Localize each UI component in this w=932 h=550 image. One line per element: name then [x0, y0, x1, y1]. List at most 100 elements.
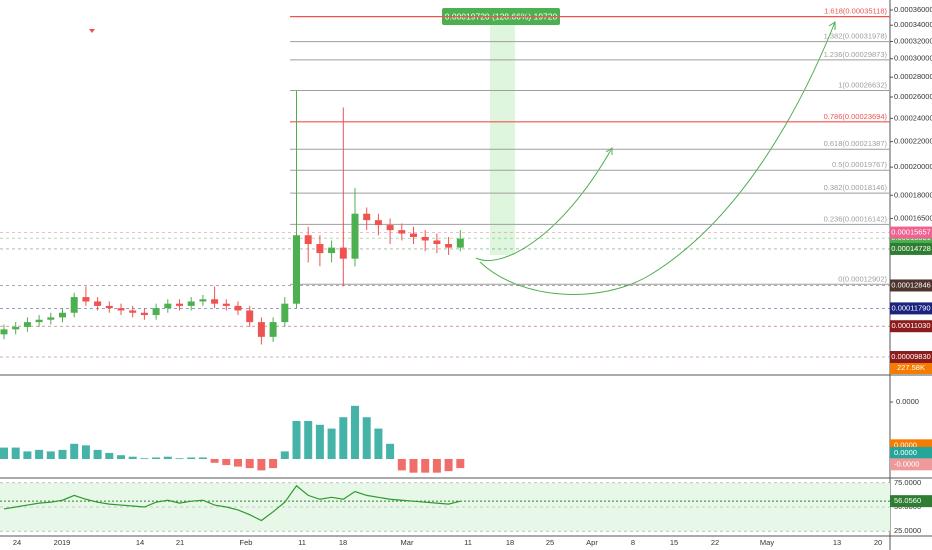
macd-bar — [432, 459, 441, 473]
price-badge-label: 0.00012846 — [891, 280, 931, 289]
macd-badge-label: 0.0000 — [894, 448, 917, 457]
x-tick-label: 15 — [670, 538, 678, 547]
macd-bar — [269, 459, 278, 469]
candle-body — [374, 220, 382, 226]
x-tick-label: 2019 — [54, 538, 71, 547]
macd-bar — [117, 455, 125, 459]
x-tick-label: 18 — [339, 538, 347, 547]
candle-body — [152, 308, 160, 316]
macd-bar — [327, 428, 336, 459]
macd-bar — [152, 457, 161, 459]
candle-body — [316, 244, 324, 254]
candle-body — [82, 297, 90, 302]
fib-label: 1.382(0.00031978) — [824, 32, 888, 41]
macd-bar — [175, 458, 184, 460]
macd-bar — [351, 405, 359, 459]
projection-arrow — [479, 21, 836, 295]
volume-label: 227.58K — [897, 363, 925, 372]
candle-body — [269, 322, 277, 337]
price-badge — [890, 302, 932, 315]
macd-bar — [245, 459, 254, 469]
x-tick-label: 11 — [298, 538, 306, 547]
macd-bar — [222, 459, 231, 466]
macd-badge — [890, 446, 932, 459]
y-tick-label: 0.00026000 — [894, 92, 932, 101]
y-tick-label: 0.00018000 — [894, 190, 932, 199]
candle-body — [222, 303, 230, 306]
macd-bar — [46, 451, 55, 459]
macd-bar — [362, 417, 371, 459]
price-badge — [890, 351, 932, 364]
x-tick-label: 11 — [464, 538, 472, 547]
macd-bar — [374, 428, 383, 459]
macd-bar — [58, 449, 67, 459]
macd-bar — [397, 459, 406, 471]
macd-bar — [198, 457, 207, 459]
rsi-badge — [890, 495, 932, 508]
macd-bar — [35, 449, 44, 459]
price-badge-label: 0.00015657 — [891, 228, 931, 237]
macd-badge-label: 0.0000 — [894, 440, 917, 449]
fib-label: 0.786(0.00023694) — [824, 112, 888, 121]
macd-bar — [210, 459, 219, 463]
candle-body — [246, 310, 254, 323]
candle-body — [164, 303, 172, 309]
candle-body — [70, 297, 78, 313]
macd-bar — [292, 421, 301, 459]
x-tick-label: 21 — [176, 538, 184, 547]
candle-body — [187, 301, 195, 306]
y-tick-label: 0.00032000 — [894, 36, 932, 45]
macd-bar — [315, 424, 324, 459]
candle-body — [433, 240, 441, 245]
x-tick-label: 20 — [874, 538, 882, 547]
candle-body — [140, 312, 148, 316]
macd-bar — [128, 456, 137, 459]
candle-body — [117, 308, 125, 311]
macd-bar — [23, 451, 32, 459]
candle-body — [12, 326, 20, 330]
measure-band — [490, 18, 515, 255]
x-tick-label: 14 — [136, 538, 144, 547]
rsi-tick-label: 25.0000 — [894, 526, 921, 535]
macd-bar — [234, 459, 242, 467]
y-tick-label: 0.00020000 — [894, 162, 932, 171]
macd-bar — [456, 459, 465, 469]
macd-bar — [409, 459, 418, 473]
candle-body — [47, 317, 55, 320]
candle-body — [456, 238, 464, 248]
y-tick-label: 0.00030000 — [894, 54, 932, 63]
candle-body — [23, 322, 31, 327]
x-tick-label: Mar — [401, 538, 414, 547]
macd-bar — [140, 458, 149, 460]
candle-body — [234, 305, 242, 311]
macd-bar — [187, 457, 196, 459]
macd-bar — [421, 459, 430, 473]
candle-body — [386, 225, 394, 231]
y-tick-label: 0.00016500 — [894, 214, 932, 223]
price-badge — [890, 242, 932, 255]
candle-body — [328, 247, 336, 254]
macd-bar — [339, 417, 348, 459]
y-tick-label: 0.00022000 — [894, 137, 932, 146]
candle-body — [421, 236, 429, 241]
price-badge-label: 0.00009830 — [891, 352, 931, 361]
candle-body — [410, 233, 417, 237]
candle-body — [281, 303, 289, 323]
fib-label: 0(0.00012902) — [838, 274, 887, 283]
macd-bar — [386, 443, 395, 459]
macd-bar — [257, 459, 266, 471]
candle-body — [293, 235, 300, 304]
y-tick-label: 0.00034000 — [894, 20, 932, 29]
projection-arrow — [475, 147, 613, 262]
y-tick-label: 0.00028000 — [894, 72, 932, 81]
macd-bar — [81, 445, 90, 459]
candle-body — [339, 247, 347, 259]
x-tick-label: Apr — [586, 538, 598, 547]
volume-badge — [890, 362, 932, 374]
candle-body — [176, 303, 183, 306]
rsi-line — [3, 484, 461, 522]
macd-bar — [105, 452, 114, 459]
price-badge-label: 0.00011790 — [891, 303, 930, 312]
